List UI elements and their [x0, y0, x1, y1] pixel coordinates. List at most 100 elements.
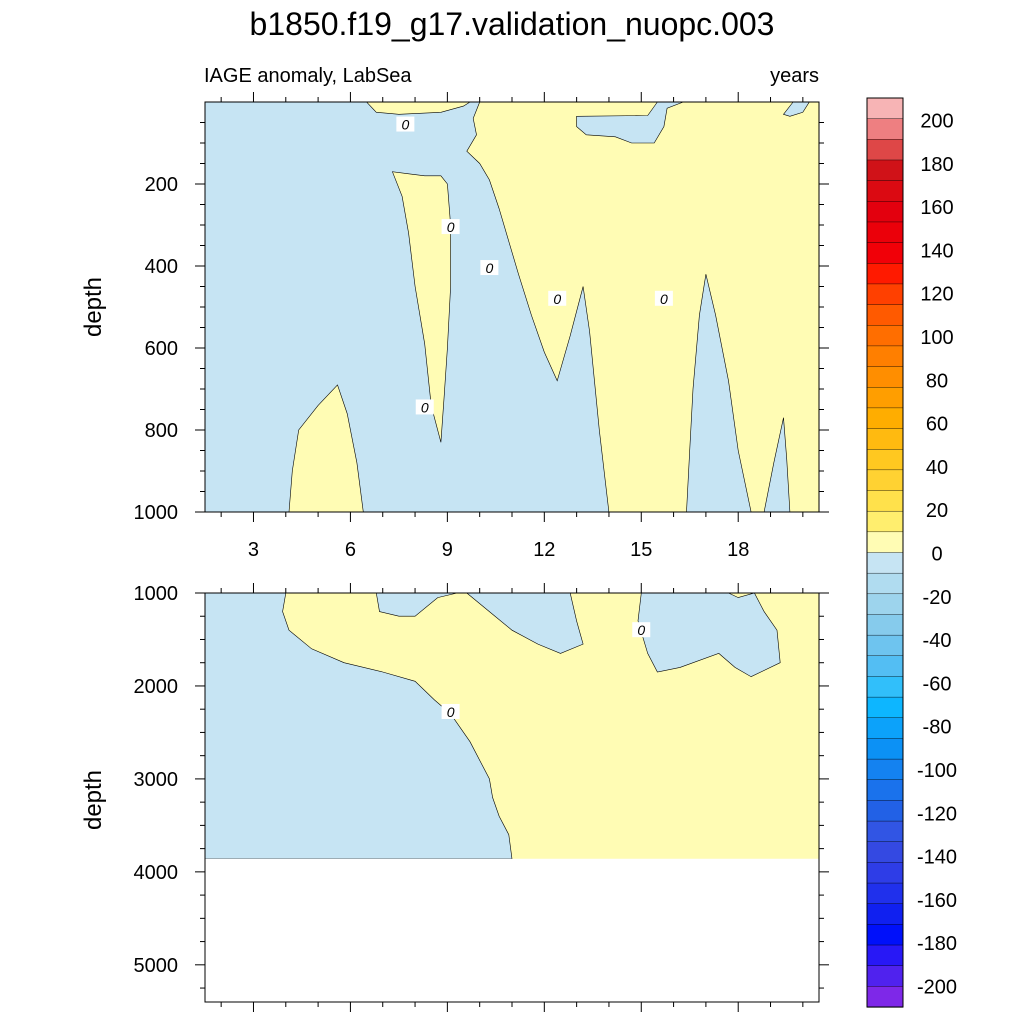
colorbar: 200180160140120100806040200-20-40-60-80-…: [866, 97, 957, 1008]
colorbar-label: 80: [926, 370, 948, 392]
y-tick-label: 5000: [134, 955, 179, 977]
negative-region: [465, 592, 584, 654]
colorbar-label: -200: [917, 977, 957, 999]
colorbar-swatch: [866, 283, 904, 306]
colorbar-label: -60: [923, 673, 952, 695]
upper-panel: 0 0 0 0 0 0 3 6 9 12 15 18 200 400 600 800 1000 depth: [80, 92, 829, 561]
contour-label-box: [441, 219, 460, 235]
contour-label: 0: [447, 704, 455, 720]
colorbar-label: -160: [917, 890, 957, 912]
contour-label-box: [480, 260, 499, 276]
colorbar-swatch: [866, 118, 904, 140]
y-axis-label: depth: [80, 770, 107, 830]
contour-label-box: [548, 290, 567, 306]
panel-left-label: IAGE anomaly, LabSea: [204, 65, 412, 87]
colorbar-swatch: [866, 965, 904, 987]
colorbar-swatch: [866, 345, 904, 368]
colorbar-label: 20: [926, 500, 948, 522]
y-tick-label: 4000: [134, 862, 179, 884]
contour-label-box: [632, 622, 651, 638]
colorbar-label: -120: [917, 803, 957, 825]
colorbar-swatch: [866, 387, 904, 409]
colorbar-swatch: [866, 325, 904, 347]
y-tick-label: 200: [145, 174, 178, 196]
y-tick-label: 1000: [134, 502, 179, 524]
negative-region: [686, 274, 752, 513]
positive-region: [391, 171, 451, 443]
colorbar-swatch: [866, 655, 904, 678]
colorbar-swatch: [866, 97, 904, 120]
colorbar-swatch: [866, 862, 904, 884]
colorbar-label: 60: [926, 414, 948, 436]
colorbar-swatch: [866, 593, 904, 616]
negative-region: [204, 101, 610, 513]
contour-label: 0: [660, 291, 668, 307]
colorbar-swatch: [866, 428, 904, 450]
colorbar-swatch: [866, 882, 904, 905]
colorbar-swatch: [866, 924, 904, 946]
colorbar-swatch: [866, 676, 904, 698]
contour-label: 0: [553, 291, 561, 307]
y-tick-label: 3000: [134, 769, 179, 791]
colorbar-label: -20: [923, 587, 952, 609]
contour-label-box: [396, 116, 415, 132]
y-tick-label: 2000: [134, 676, 179, 698]
missing-region: [205, 858, 819, 1002]
contour-label: 0: [421, 399, 429, 415]
colorbar-swatch: [866, 263, 904, 285]
colorbar-swatch: [866, 738, 904, 760]
colorbar-swatch: [866, 139, 904, 161]
colorbar-swatch: [866, 407, 904, 430]
colorbar-swatch: [866, 986, 904, 1008]
negative-region: [637, 592, 781, 678]
colorbar-swatch: [866, 614, 904, 636]
colorbar-swatch: [866, 717, 904, 740]
negative-region: [576, 101, 684, 144]
contour-label-box: [654, 290, 673, 306]
x-tick-label: 15: [630, 539, 652, 561]
contour-label: 0: [401, 117, 409, 133]
colorbar-swatch: [866, 696, 904, 719]
x-tick-label: 9: [442, 539, 453, 561]
colorbar-label: -40: [923, 630, 952, 652]
colorbar-label: 180: [920, 154, 953, 176]
colorbar-swatch: [866, 903, 904, 925]
colorbar-label: 40: [926, 457, 948, 479]
colorbar-swatch: [866, 490, 904, 512]
colorbar-label: 200: [920, 111, 953, 133]
contour-label: 0: [637, 622, 645, 638]
positive-region: [288, 384, 364, 513]
colorbar-label: 100: [920, 327, 953, 349]
colorbar-swatch: [866, 634, 904, 657]
colorbar-swatch: [866, 304, 904, 326]
colorbar-label: -140: [917, 847, 957, 869]
y-axis-label: depth: [80, 277, 107, 337]
panel-right-label: years: [770, 65, 819, 87]
colorbar-swatch: [866, 841, 904, 863]
colorbar-label: -80: [923, 717, 952, 739]
colorbar-swatch: [866, 449, 904, 471]
y-tick-label: 1000: [134, 583, 179, 605]
y-tick-label: 400: [145, 256, 178, 278]
colorbar-label: 160: [920, 197, 953, 219]
colorbar-swatch: [866, 366, 904, 388]
colorbar-label: 140: [920, 240, 953, 262]
contour-label: 0: [485, 260, 493, 276]
figure-title: b1850.f19_g17.validation_nuopc.003: [250, 6, 775, 42]
colorbar-swatch: [866, 758, 904, 781]
colorbar-label: 0: [931, 544, 942, 566]
colorbar-swatch: [866, 944, 904, 967]
colorbar-frame: [866, 97, 904, 1008]
lower-panel: 0 0 1000 2000 3000 4000 5000 depth: [80, 583, 829, 1012]
colorbar-swatch: [866, 159, 904, 182]
x-tick-label: 6: [345, 539, 356, 561]
x-tick-label: 12: [533, 539, 555, 561]
colorbar-swatch: [866, 180, 904, 202]
x-tick-label: 18: [727, 539, 749, 561]
colorbar-swatch: [866, 469, 904, 492]
contour-label-box: [441, 703, 460, 719]
colorbar-swatch: [866, 510, 904, 533]
x-tick-label: 3: [248, 539, 259, 561]
colorbar-label: -180: [917, 933, 957, 955]
